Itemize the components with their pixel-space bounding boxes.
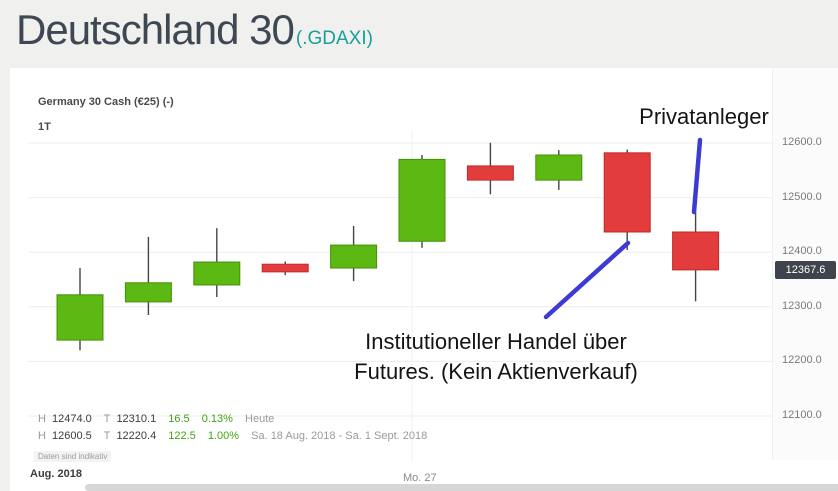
low-label: T	[103, 430, 111, 442]
low-value: 12310.1	[116, 413, 157, 425]
low-label: T	[103, 413, 111, 425]
page-title: Deutschland 30	[16, 6, 295, 53]
annotation-privatanleger: Privatanleger	[639, 104, 769, 129]
candle-up	[330, 244, 378, 269]
session-stats: H 12474.0 T 12310.1 16.5 0.13% Heute H 1…	[38, 413, 427, 447]
change-percent: 0.13%	[201, 413, 233, 425]
annotation-pointer-line	[691, 137, 703, 215]
period-label: Heute	[245, 413, 275, 425]
candle-down	[672, 231, 720, 271]
high-label: H	[38, 430, 46, 442]
x-axis-month-label: Aug. 2018	[30, 468, 82, 480]
change-percent: 1.00%	[207, 430, 240, 442]
change-value: 122.5	[168, 430, 196, 442]
price-tick-label: 12500.0	[782, 190, 822, 203]
current-price-badge: 12367.6	[775, 260, 836, 279]
stats-row-today: H 12474.0 T 12310.1 16.5 0.13% Heute	[38, 413, 427, 430]
annotation-institutional-line1: Institutioneller Handel über	[365, 329, 627, 354]
candle-up	[535, 154, 583, 181]
low-value: 12220.4	[116, 430, 157, 442]
candlestick-chart-canvas[interactable]	[10, 68, 838, 491]
annotation-pointer-line	[543, 240, 631, 320]
high-value: 12474.0	[52, 413, 92, 425]
candle-down	[603, 152, 651, 233]
period-label: Sa. 18 Aug. 2018 - Sa. 1 Sept. 2018	[251, 430, 428, 442]
indicative-data-note: Daten sind indikativ	[34, 451, 112, 462]
high-label: H	[38, 413, 46, 425]
price-tick-label: 12600.0	[782, 136, 822, 148]
candle-down	[466, 165, 514, 181]
change-value: 16.5	[168, 413, 190, 425]
price-tick-label: 12200.0	[782, 354, 822, 367]
price-axis: 12367.6 12600.0 12500.0 12400.0 12300.0 1220…	[772, 68, 838, 460]
annotation-institutional-line2: Futures. (Kein Aktienverkauf)	[354, 359, 638, 384]
candle-up	[193, 261, 241, 286]
x-axis-day-label: Mo. 27	[403, 472, 437, 484]
horizontal-scrollbar[interactable]	[85, 484, 838, 491]
price-tick-label: 12300.0	[782, 299, 822, 312]
stats-row-range: H 12600.5 T 12220.4 122.5 1.00% Sa. 18 A…	[38, 430, 427, 447]
candle-up	[56, 294, 104, 341]
chart-panel: Germany 30 Cash (€25) (-) 1T Privatanleg…	[10, 68, 838, 491]
candle-down	[261, 263, 309, 273]
price-tick-label: 12400.0	[782, 245, 822, 258]
high-value: 12600.5	[52, 430, 92, 442]
timeframe-label: 1T	[38, 121, 51, 133]
instrument-label: Germany 30 Cash (€25) (-)	[38, 96, 174, 108]
candle-up	[398, 158, 446, 242]
annotation-institutional: Institutioneller Handel über Futures. (K…	[298, 327, 694, 387]
price-tick-label: 12100.0	[782, 409, 822, 421]
instrument-symbol: (.GDAXI)	[295, 28, 373, 49]
candle-up	[124, 282, 172, 303]
page-header: Deutschland 30 (.GDAXI)	[16, 6, 373, 54]
